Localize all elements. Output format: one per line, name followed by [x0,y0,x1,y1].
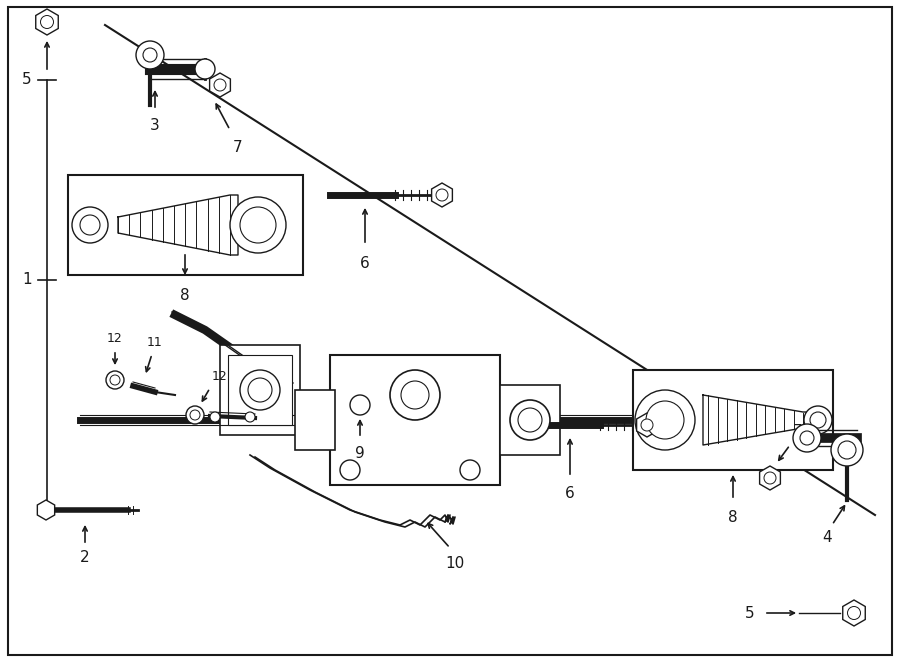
Circle shape [838,441,856,459]
Circle shape [510,400,550,440]
Text: 5: 5 [745,605,755,621]
Text: 12: 12 [212,369,228,383]
Polygon shape [210,73,230,97]
Circle shape [793,424,821,452]
Circle shape [764,472,776,484]
Bar [500,385,560,455]
Circle shape [436,189,448,201]
Circle shape [80,215,100,235]
Circle shape [214,79,226,91]
Text: 6: 6 [360,256,370,270]
Circle shape [136,41,164,69]
Circle shape [195,59,215,79]
Circle shape [848,607,860,619]
Circle shape [518,408,542,432]
Circle shape [248,378,272,402]
Text: 3: 3 [150,118,160,132]
Circle shape [106,371,124,389]
Circle shape [350,395,370,415]
Circle shape [800,431,814,445]
Text: 11: 11 [147,336,163,348]
Bar [330,355,500,485]
Text: 8: 8 [728,510,738,525]
Text: 12: 12 [107,332,123,344]
Polygon shape [636,413,657,437]
Text: 7: 7 [793,424,803,440]
Text: 6: 6 [565,485,575,500]
Circle shape [401,381,429,409]
Polygon shape [842,600,865,626]
Circle shape [40,15,53,28]
Polygon shape [36,9,58,35]
Bar [220,345,300,435]
Circle shape [340,460,360,480]
Circle shape [460,460,480,480]
Circle shape [810,412,826,428]
Text: 5: 5 [22,73,32,87]
Bar [295,390,335,450]
Bar [633,370,833,470]
Circle shape [240,370,280,410]
Circle shape [390,370,440,420]
Text: 9: 9 [356,446,364,461]
Polygon shape [37,500,55,520]
Circle shape [230,197,286,253]
Circle shape [110,375,120,385]
Text: 11: 11 [272,375,288,389]
Circle shape [143,48,157,62]
Circle shape [186,406,204,424]
Circle shape [245,412,255,422]
Circle shape [635,390,695,450]
Bar [228,355,292,425]
Text: 2: 2 [80,551,90,566]
Circle shape [72,207,108,243]
Circle shape [831,434,863,466]
Polygon shape [432,183,453,207]
Text: 1: 1 [22,272,32,288]
Circle shape [646,401,684,439]
Circle shape [210,412,220,422]
Text: 10: 10 [446,555,464,570]
Bar [68,175,303,275]
Circle shape [240,207,276,243]
Circle shape [641,419,653,431]
Text: 4: 4 [823,531,832,545]
Polygon shape [760,466,780,490]
Circle shape [190,410,200,420]
Text: 8: 8 [180,288,190,303]
Circle shape [804,406,832,434]
Text: 7: 7 [233,141,243,155]
